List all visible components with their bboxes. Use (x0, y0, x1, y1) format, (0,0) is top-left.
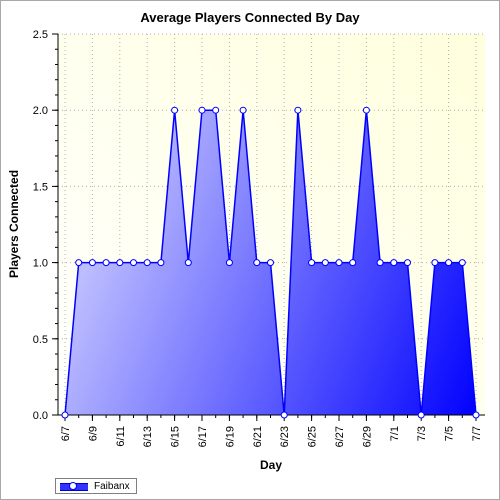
x-tick-label: 7/1 (389, 426, 401, 441)
data-point (390, 259, 398, 267)
y-tick-label: 1.5 (33, 181, 48, 193)
data-point (404, 259, 411, 267)
x-axis-ticks: 6/7 6/9 6/11 6/13 6/15 6/17 6/19 6/21 6/23 6/25 6/… (60, 415, 483, 447)
data-point (88, 259, 96, 267)
x-tick-label: 6/9 (87, 426, 99, 441)
data-point (458, 259, 466, 267)
y-tick-label: 1.0 (33, 258, 48, 270)
x-tick-label: 6/25 (307, 426, 319, 447)
y-tick-label: 2.0 (33, 105, 48, 117)
data-point (116, 259, 124, 267)
data-point (143, 259, 151, 267)
x-tick-label: 6/15 (170, 426, 182, 447)
legend-label: Faibanx (94, 480, 130, 492)
data-point (362, 106, 370, 114)
data-point (417, 411, 425, 419)
data-point (321, 259, 329, 267)
x-tick-label: 6/29 (361, 426, 373, 447)
data-point (280, 411, 288, 419)
y-tick-label: 2.5 (33, 29, 48, 41)
data-point (253, 259, 261, 267)
legend: Faibanx (55, 478, 137, 494)
data-point (212, 106, 220, 114)
chart-title: Average Players Connected By Day (140, 10, 360, 25)
data-point (75, 259, 83, 267)
data-point (294, 106, 302, 114)
data-point (157, 259, 165, 267)
data-point (472, 411, 480, 419)
data-markers (61, 106, 480, 419)
x-tick-label: 6/7 (60, 426, 72, 441)
data-point (239, 106, 247, 114)
data-point (102, 259, 110, 267)
data-point (184, 259, 192, 267)
data-point (431, 259, 439, 267)
data-point (198, 106, 206, 114)
data-point (308, 259, 316, 267)
x-tick-label: 7/3 (416, 426, 428, 441)
x-tick-label: 6/23 (279, 426, 291, 447)
x-tick-label: 6/13 (142, 426, 154, 447)
data-point (335, 259, 343, 267)
x-tick-label: 7/7 (471, 426, 483, 441)
x-tick-label: 6/19 (224, 426, 236, 447)
data-point (445, 259, 453, 267)
data-point (267, 259, 274, 267)
y-axis-ticks: 0.0 0.5 1.0 1.5 2.0 2.5 (33, 29, 58, 422)
x-tick-label: 6/21 (252, 426, 264, 447)
y-tick-label: 0.0 (33, 410, 48, 422)
data-point (171, 106, 179, 114)
axes (57, 34, 485, 416)
data-point (225, 259, 233, 267)
data-point (349, 259, 357, 267)
legend-swatch-icon (58, 479, 90, 493)
x-tick-label: 7/5 (444, 426, 456, 441)
x-tick-label: 6/17 (197, 426, 209, 447)
x-axis-label: Day (260, 458, 282, 472)
data-point (376, 259, 384, 267)
y-tick-label: 0.5 (33, 334, 48, 346)
data-point (130, 259, 137, 267)
x-tick-label: 6/27 (334, 426, 346, 447)
data-point (61, 411, 69, 419)
x-tick-label: 6/11 (115, 426, 127, 447)
y-axis-label: Players Connected (7, 170, 21, 278)
